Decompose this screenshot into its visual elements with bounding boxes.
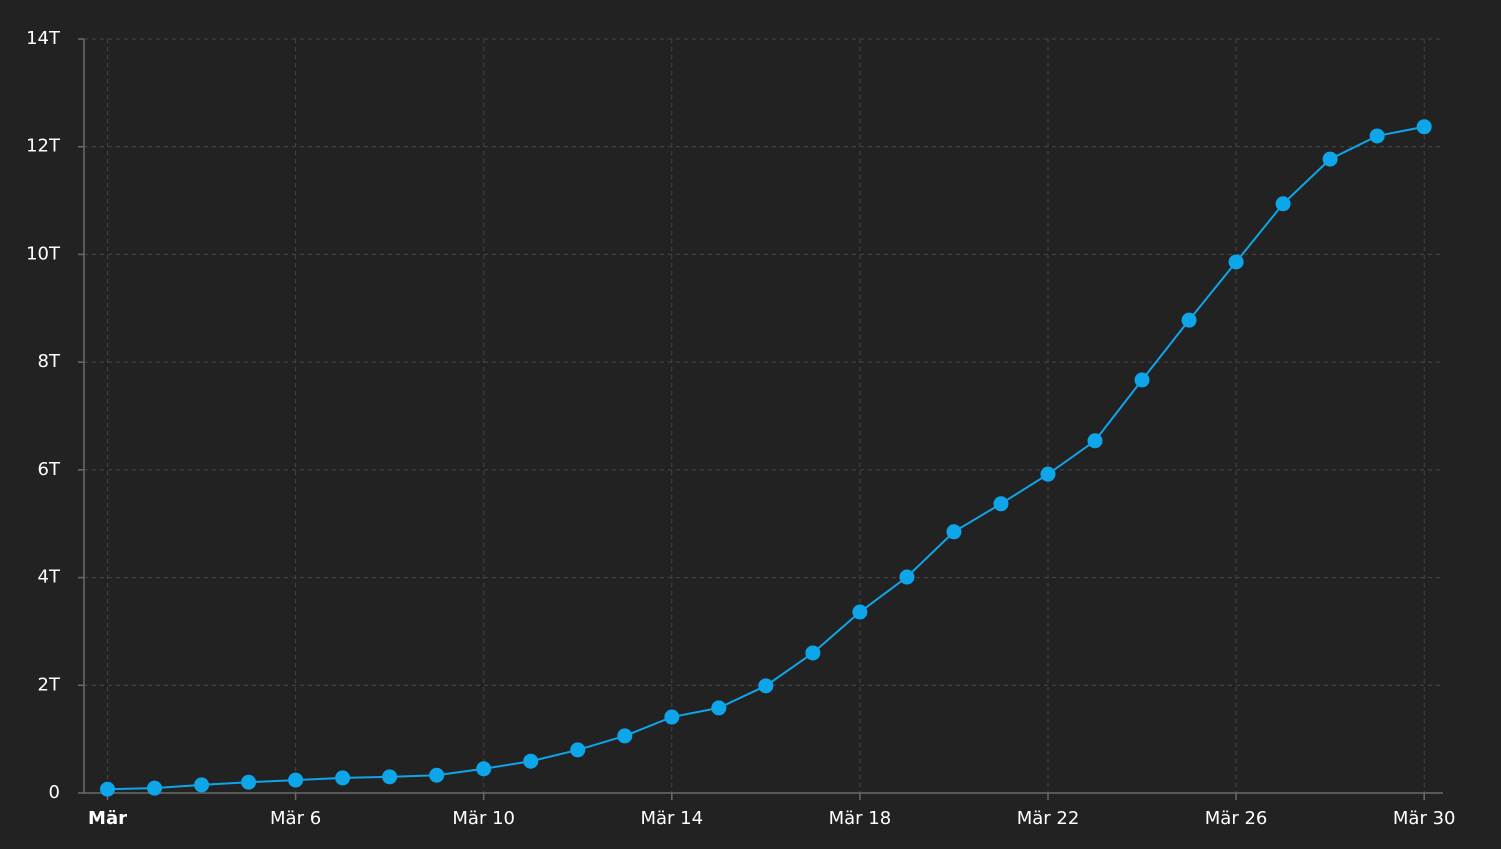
- point: [805, 645, 821, 661]
- x-tick-label: Mär 18: [829, 808, 892, 829]
- y-tick-label: 10T: [26, 243, 61, 264]
- point: [664, 709, 680, 725]
- point: [1322, 151, 1338, 167]
- y-tick-label: 12T: [26, 136, 61, 157]
- y-tick-label: 2T: [38, 674, 61, 695]
- point: [382, 769, 398, 785]
- y-tick-label: 4T: [38, 567, 61, 588]
- point: [1087, 433, 1103, 449]
- point: [335, 770, 351, 786]
- point: [1181, 312, 1197, 328]
- point: [852, 604, 868, 620]
- point: [899, 569, 915, 585]
- y-tick-label: 0: [49, 782, 60, 803]
- y-tick-label: 8T: [38, 351, 61, 372]
- point: [147, 780, 163, 796]
- y-tick-label: 6T: [38, 459, 61, 480]
- x-tick-label: Mär 30: [1393, 808, 1456, 829]
- point: [523, 753, 539, 769]
- point: [288, 772, 304, 788]
- point: [1369, 128, 1385, 144]
- point: [1040, 466, 1056, 482]
- y-tick-label: 14T: [26, 28, 61, 49]
- point: [946, 524, 962, 540]
- x-tick-label: Mär 10: [452, 808, 515, 829]
- x-tick-label: Mär 22: [1017, 808, 1080, 829]
- point: [1275, 196, 1291, 212]
- point: [1416, 119, 1432, 135]
- point: [1134, 372, 1150, 388]
- point: [758, 678, 774, 694]
- point: [1228, 254, 1244, 270]
- x-tick-label: Mär 6: [270, 808, 321, 829]
- x-tick-label: Mär: [88, 808, 127, 829]
- point: [194, 777, 210, 793]
- point: [570, 742, 586, 758]
- point: [241, 774, 257, 790]
- point: [100, 781, 116, 797]
- x-tick-label: Mär 26: [1205, 808, 1268, 829]
- point: [617, 728, 633, 744]
- point: [993, 496, 1009, 512]
- point: [429, 767, 445, 783]
- point: [711, 700, 727, 716]
- point: [476, 761, 492, 777]
- x-tick-label: Mär 14: [641, 808, 704, 829]
